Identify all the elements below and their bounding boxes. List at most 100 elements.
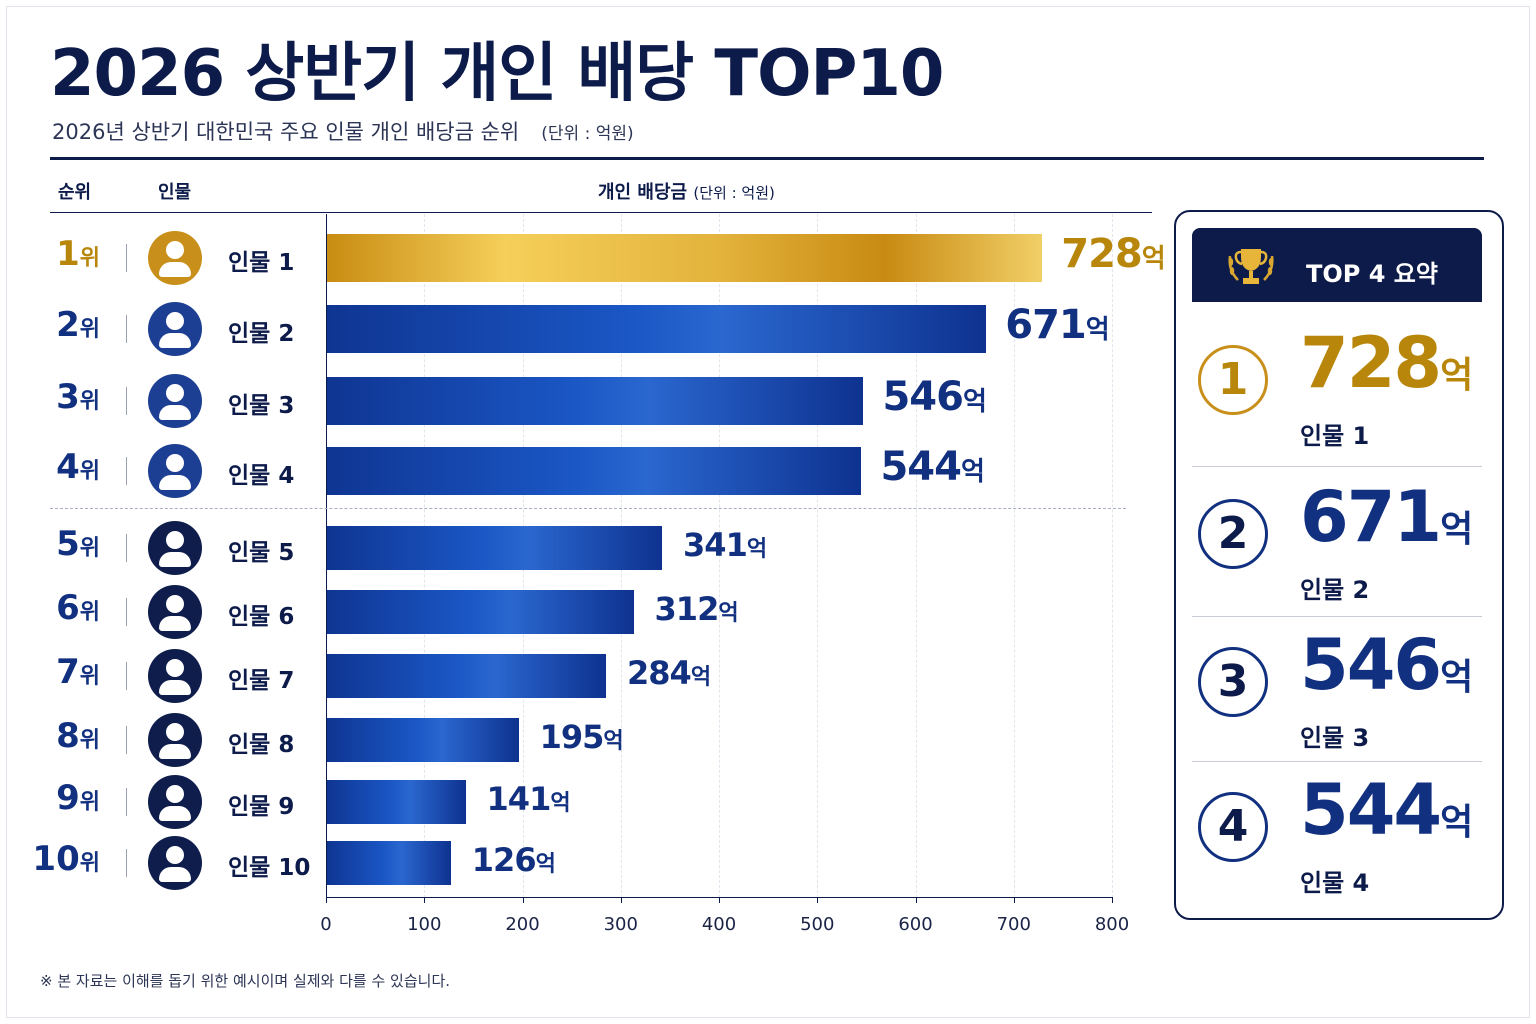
- data-label-number: 195: [539, 718, 605, 756]
- avatar-icon: [148, 649, 202, 703]
- data-label: 126억: [472, 841, 556, 879]
- avatar-head: [166, 454, 184, 472]
- x-tick: [1013, 897, 1015, 903]
- rank-suffix: 위: [79, 664, 100, 689]
- x-tick-label: 700: [996, 914, 1031, 935]
- rank-suffix: 위: [79, 851, 100, 876]
- data-label-unit: 억: [1141, 244, 1166, 274]
- person-name: 인물 5: [228, 540, 295, 566]
- data-label-unit: 억: [746, 537, 768, 562]
- person-name: 인물 1: [228, 250, 295, 276]
- rank-divider: [126, 788, 127, 816]
- summary-value-number: 546: [1300, 624, 1442, 706]
- data-label-unit: 억: [1085, 315, 1110, 345]
- x-tick-label: 100: [407, 914, 442, 935]
- bar: [327, 526, 663, 570]
- page-title: 2026 상반기 개인 배당 TOP10: [50, 37, 944, 111]
- data-label-number: 728: [1061, 231, 1142, 277]
- rank-circle: 3: [1198, 647, 1268, 717]
- rank-number: 9: [56, 778, 80, 818]
- rank-number: 6: [56, 588, 80, 628]
- rank-suffix: 위: [79, 389, 100, 414]
- data-label: 544억: [880, 444, 984, 490]
- x-gridline: [1112, 214, 1113, 898]
- data-label-unit: 억: [690, 665, 712, 690]
- data-label: 312억: [655, 590, 739, 628]
- avatar-body: [159, 405, 191, 420]
- page-frame: [6, 6, 1530, 1018]
- summary-value-unit: 억: [1440, 355, 1474, 396]
- avatar-head: [166, 241, 184, 259]
- x-tick-label: 300: [603, 914, 638, 935]
- rank-number: 5: [56, 524, 80, 564]
- summary-value-number: 728: [1300, 322, 1442, 404]
- x-tick-label: 200: [505, 914, 540, 935]
- summary-name: 인물 4: [1300, 869, 1370, 897]
- data-label-number: 546: [882, 374, 963, 420]
- avatar-icon: [148, 713, 202, 767]
- bar: [327, 447, 862, 495]
- x-tick-label: 800: [1094, 914, 1130, 935]
- avatar-head: [166, 595, 184, 613]
- data-label-unit: 억: [718, 601, 739, 626]
- x-tick-label: 500: [800, 914, 835, 935]
- x-tick: [817, 897, 819, 903]
- rank-divider: [126, 457, 127, 485]
- bar: [327, 377, 864, 425]
- data-label: 341억: [683, 526, 767, 564]
- top4-separator: [50, 508, 1126, 509]
- avatar-head: [166, 384, 184, 402]
- summary-value-number: 544: [1300, 769, 1442, 851]
- data-label: 141억: [487, 780, 571, 818]
- data-label-number: 544: [880, 444, 961, 490]
- rank-label: 7위: [30, 652, 100, 692]
- rank-suffix: 위: [79, 536, 100, 561]
- avatar-icon: [148, 231, 202, 285]
- summary-item: 4 544억 인물 4: [1192, 769, 1482, 897]
- person-name: 인물 2: [228, 321, 295, 347]
- column-header-rank: 순위: [58, 182, 92, 203]
- subtitle-unit: (단위 : 억원): [541, 124, 634, 144]
- summary-value-number: 671: [1300, 476, 1442, 558]
- avatar-icon: [148, 585, 202, 639]
- rank-divider: [126, 315, 127, 343]
- person-name: 인물 6: [228, 604, 295, 630]
- x-tick: [522, 897, 524, 903]
- rank-suffix: 위: [79, 246, 100, 271]
- rank-label: 1위: [30, 234, 100, 274]
- rank-label: 10위: [30, 839, 100, 879]
- rank-suffix: 위: [79, 459, 100, 484]
- avatar-head: [166, 785, 184, 803]
- dividend-label: 개인 배당금: [598, 182, 688, 203]
- rank-number: 2: [56, 305, 80, 345]
- person-name: 인물 9: [228, 794, 295, 820]
- column-header-dividend: 개인 배당금 (단위 : 억원): [598, 178, 775, 204]
- summary-divider: [1192, 761, 1482, 762]
- rank-circle: 2: [1198, 499, 1268, 569]
- avatar-body: [159, 552, 191, 567]
- avatar-body: [159, 806, 191, 821]
- x-gridline: [817, 214, 819, 898]
- avatar-body: [159, 475, 191, 490]
- summary-value: 671억: [1300, 476, 1473, 558]
- data-label-unit: 억: [962, 387, 987, 417]
- rank-number: 8: [56, 716, 80, 756]
- avatar-head: [166, 531, 184, 549]
- summary-item: 3 546억 인물 3: [1192, 624, 1482, 752]
- x-gridline: [1013, 214, 1015, 898]
- rank-suffix: 위: [79, 790, 100, 815]
- summary-divider: [1192, 616, 1482, 617]
- rank-divider: [126, 244, 127, 272]
- column-header-person: 인물: [158, 182, 192, 203]
- avatar-icon: [148, 775, 202, 829]
- header-rule: [50, 212, 1152, 213]
- dividend-unit: (단위 : 억원): [693, 184, 775, 202]
- data-label: 195억: [540, 718, 624, 756]
- x-tick: [326, 897, 327, 903]
- x-tick: [915, 897, 917, 903]
- trophy-icon: [1228, 249, 1274, 284]
- data-label-unit: 억: [535, 852, 556, 877]
- x-tick: [620, 897, 622, 903]
- avatar-body: [159, 333, 191, 348]
- rank-suffix: 위: [79, 317, 100, 342]
